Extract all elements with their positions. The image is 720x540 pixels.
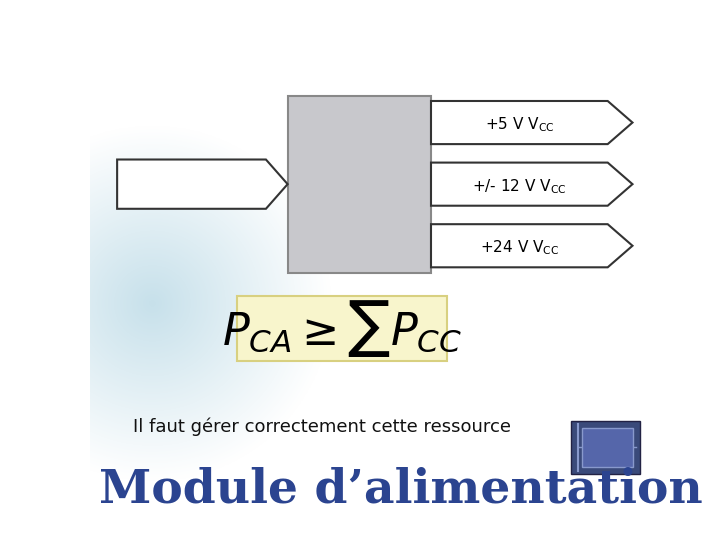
Polygon shape [431, 163, 632, 206]
Text: Il faut gérer correctement cette ressource: Il faut gérer correctement cette ressour… [132, 417, 510, 436]
Polygon shape [431, 224, 632, 267]
FancyBboxPatch shape [287, 96, 431, 273]
FancyBboxPatch shape [570, 421, 640, 475]
Text: $\mathit{P}_{CA} \geq \sum \mathit{P}_{CC}$: $\mathit{P}_{CA} \geq \sum \mathit{P}_{C… [222, 298, 462, 359]
Polygon shape [117, 159, 287, 209]
FancyBboxPatch shape [582, 428, 632, 467]
Text: +/- 12 V V$_{\mathregular{CC}}$: +/- 12 V V$_{\mathregular{CC}}$ [472, 177, 567, 196]
Text: +5 V V$_{\mathregular{CC}}$: +5 V V$_{\mathregular{CC}}$ [485, 116, 554, 134]
Text: Module d’alimentation: Module d’alimentation [99, 467, 703, 513]
FancyBboxPatch shape [238, 296, 446, 361]
Text: +24 V V$_{\mathregular{CC}}$: +24 V V$_{\mathregular{CC}}$ [480, 239, 559, 258]
Polygon shape [431, 101, 632, 144]
